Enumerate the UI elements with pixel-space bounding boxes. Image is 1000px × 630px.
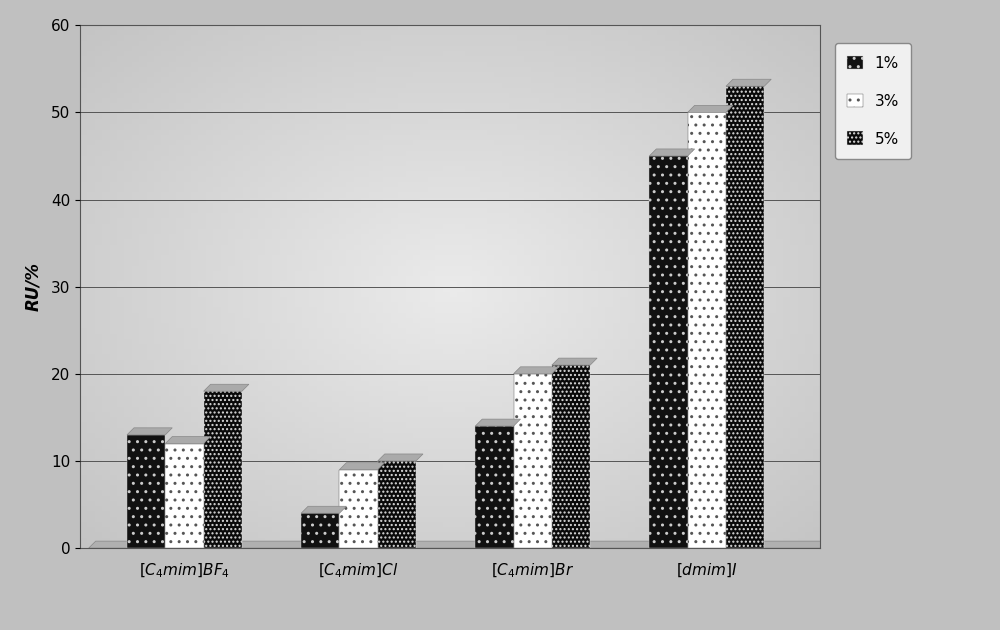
Bar bbox=[127, 435, 165, 548]
Polygon shape bbox=[688, 105, 733, 112]
Polygon shape bbox=[514, 367, 559, 374]
Polygon shape bbox=[165, 437, 211, 444]
Polygon shape bbox=[339, 462, 385, 470]
Bar bbox=[204, 391, 242, 548]
Legend: 1%, 3%, 5%: 1%, 3%, 5% bbox=[835, 43, 911, 159]
Polygon shape bbox=[301, 507, 346, 513]
Bar bbox=[688, 112, 726, 548]
Polygon shape bbox=[204, 384, 249, 391]
Bar bbox=[552, 365, 590, 548]
Polygon shape bbox=[89, 541, 827, 548]
Bar bbox=[514, 374, 552, 548]
Polygon shape bbox=[552, 358, 597, 365]
Polygon shape bbox=[649, 149, 695, 156]
Polygon shape bbox=[127, 428, 172, 435]
Bar bbox=[726, 86, 764, 548]
Bar bbox=[339, 470, 378, 548]
Y-axis label: RU/%: RU/% bbox=[25, 262, 43, 311]
Bar bbox=[378, 461, 416, 548]
Polygon shape bbox=[475, 419, 521, 426]
Bar bbox=[475, 426, 514, 548]
Polygon shape bbox=[378, 454, 423, 461]
Bar bbox=[301, 513, 339, 548]
Polygon shape bbox=[726, 79, 771, 86]
Bar bbox=[649, 156, 688, 548]
Bar bbox=[165, 444, 204, 548]
